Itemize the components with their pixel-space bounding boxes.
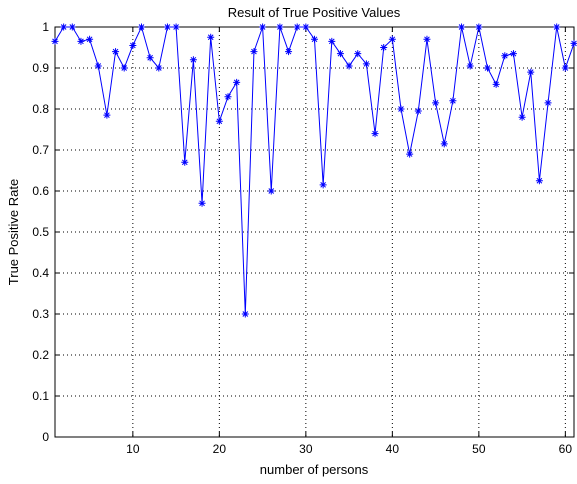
data-point-marker — [250, 48, 258, 56]
y-tick-label: 0.4 — [32, 266, 49, 280]
data-point-marker — [285, 48, 293, 56]
data-point-marker — [466, 62, 474, 70]
data-point-marker — [163, 23, 171, 31]
data-point-marker — [553, 23, 561, 31]
y-tick-label: 0.3 — [32, 307, 49, 321]
data-point-marker — [354, 50, 362, 58]
data-point-marker — [371, 130, 379, 138]
data-point-marker — [423, 35, 431, 43]
data-point-marker — [458, 23, 466, 31]
data-point-marker — [336, 50, 344, 58]
data-point-marker — [449, 97, 457, 105]
data-point-marker — [570, 39, 577, 47]
y-tick-label: 0.9 — [32, 61, 49, 75]
data-series — [51, 23, 577, 318]
data-point-marker — [475, 23, 483, 31]
data-point-marker — [120, 64, 128, 72]
data-point-marker — [380, 44, 388, 51]
data-point-marker — [94, 62, 102, 70]
y-tick-label: 0.8 — [32, 102, 49, 116]
data-point-marker — [535, 177, 543, 185]
x-tick-label: 60 — [559, 442, 573, 456]
data-point-marker — [319, 181, 327, 189]
data-point-marker — [51, 37, 59, 45]
data-point-marker — [112, 48, 120, 56]
y-tick-label: 0 — [42, 430, 49, 444]
data-point-marker — [302, 23, 310, 31]
data-point-marker — [544, 99, 552, 107]
chart-title: Result of True Positive Values — [228, 5, 401, 20]
data-point-marker — [138, 23, 145, 31]
data-point-marker — [328, 37, 336, 45]
y-tick-label: 0.7 — [32, 143, 49, 157]
y-tick-label: 0.6 — [32, 184, 49, 198]
data-point-marker — [501, 52, 509, 60]
data-point-marker — [276, 23, 284, 31]
data-point-marker — [509, 50, 517, 58]
data-point-marker — [215, 117, 223, 125]
y-tick-label: 0.2 — [32, 348, 49, 362]
data-point-marker — [68, 23, 76, 31]
x-axis-title: number of persons — [260, 462, 369, 477]
data-point-marker — [60, 23, 68, 31]
data-point-marker — [129, 41, 137, 49]
data-point-marker — [397, 105, 405, 113]
data-point-marker — [440, 140, 448, 148]
data-point-marker — [172, 23, 180, 31]
data-point-marker — [267, 187, 275, 195]
data-point-marker — [414, 107, 422, 115]
data-point-marker — [189, 56, 197, 64]
x-tick-label: 40 — [386, 442, 400, 456]
data-point-marker — [561, 64, 569, 72]
data-point-marker — [388, 35, 396, 43]
data-point-marker — [146, 54, 154, 62]
y-tick-label: 0.1 — [32, 389, 49, 403]
data-point-marker — [233, 78, 241, 86]
data-point-marker — [345, 62, 353, 70]
x-tick-label: 30 — [299, 442, 313, 456]
data-point-marker — [293, 23, 301, 31]
data-point-marker — [518, 113, 526, 121]
grid — [55, 27, 574, 437]
y-axis-title: True Positive Rate — [6, 179, 21, 285]
data-point-marker — [432, 99, 440, 107]
data-point-marker — [77, 37, 85, 45]
data-point-marker — [311, 35, 318, 43]
data-point-marker — [207, 33, 215, 41]
data-point-marker — [86, 35, 94, 43]
data-point-marker — [484, 64, 491, 72]
data-point-marker — [155, 64, 163, 72]
data-point-marker — [103, 111, 111, 119]
data-point-marker — [198, 199, 206, 207]
data-point-marker — [362, 60, 370, 68]
x-tick-label: 50 — [472, 442, 486, 456]
x-tick-label: 20 — [213, 442, 227, 456]
axis-ticks: 0 0.1 0.2 0.3 0.4 0.5 0.6 0.7 0.8 0.9 1 10 20 30 40 50 6… — [32, 20, 574, 456]
data-point-marker — [492, 80, 500, 88]
y-tick-label: 1 — [42, 20, 49, 34]
data-point-marker — [259, 23, 267, 31]
data-point-marker — [527, 68, 535, 76]
data-point-marker — [406, 150, 414, 158]
y-tick-label: 0.5 — [32, 225, 49, 239]
data-point-marker — [241, 310, 249, 318]
x-tick-label: 10 — [126, 442, 140, 456]
data-point-marker — [224, 93, 232, 101]
data-point-marker — [181, 158, 189, 166]
